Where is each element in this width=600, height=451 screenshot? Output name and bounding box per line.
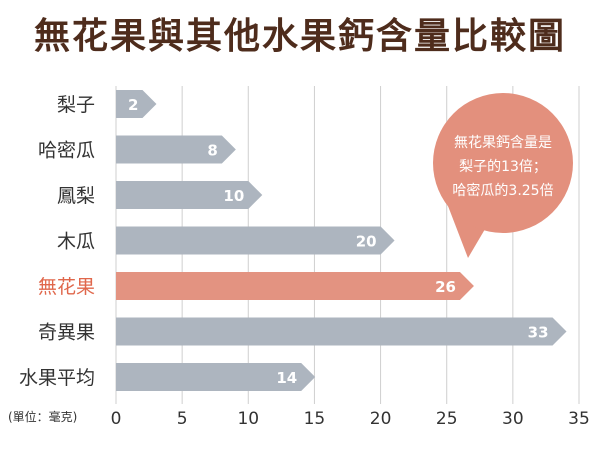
category-label: 梨子	[57, 94, 95, 116]
bar-value-label: 33	[528, 324, 549, 342]
bubble-circle	[433, 93, 573, 233]
bar-value-label: 14	[276, 369, 297, 387]
x-tick-label: 30	[502, 409, 524, 429]
category-label: 奇異果	[38, 322, 95, 344]
bubble-tail	[448, 206, 488, 258]
chart-title: 無花果與其他水果鈣含量比較圖	[34, 15, 566, 57]
category-label: 鳳梨	[57, 185, 95, 207]
annotation-line: 梨子的13倍；	[459, 159, 547, 175]
annotation-line: 哈密瓜的3.25倍	[452, 182, 553, 199]
bar-value-label: 10	[223, 187, 244, 205]
x-tick-label: 0	[111, 409, 122, 429]
unit-label: (單位：毫克)	[8, 409, 77, 424]
x-tick-label: 35	[568, 409, 590, 429]
x-tick-label: 5	[177, 409, 188, 429]
bar-value-label: 2	[128, 96, 138, 114]
bar-4	[116, 272, 474, 300]
category-label: 哈密瓜	[38, 140, 95, 162]
category-label: 水果平均	[19, 367, 95, 389]
bar-value-label: 26	[435, 278, 456, 296]
bars: 2 梨子 8 哈密瓜 10 鳳梨 20 木瓜 26 無花果 33 奇異果 14 水果平均	[19, 90, 567, 391]
bar-3	[116, 226, 395, 255]
annotation-line: 無花果鈣含量是	[454, 135, 552, 151]
x-tick-label: 10	[237, 409, 259, 429]
x-tick-label: 20	[370, 409, 392, 429]
bar-2	[116, 181, 263, 209]
bar-value-label: 20	[356, 233, 377, 251]
x-tick-label: 25	[436, 409, 458, 429]
bar-6	[116, 363, 316, 391]
x-tick-label: 15	[304, 409, 326, 429]
category-label: 無花果	[38, 276, 95, 298]
x-axis-ticks: 0 5 10 15 20 25 30 35	[111, 409, 590, 429]
bar-value-label: 8	[207, 142, 217, 160]
bar-1	[116, 135, 236, 164]
bar-5	[116, 317, 567, 346]
bar-0	[116, 90, 157, 118]
category-label: 木瓜	[57, 231, 95, 253]
